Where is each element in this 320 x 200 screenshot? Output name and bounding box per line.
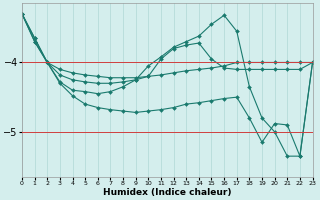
X-axis label: Humidex (Indice chaleur): Humidex (Indice chaleur) [103,188,232,197]
